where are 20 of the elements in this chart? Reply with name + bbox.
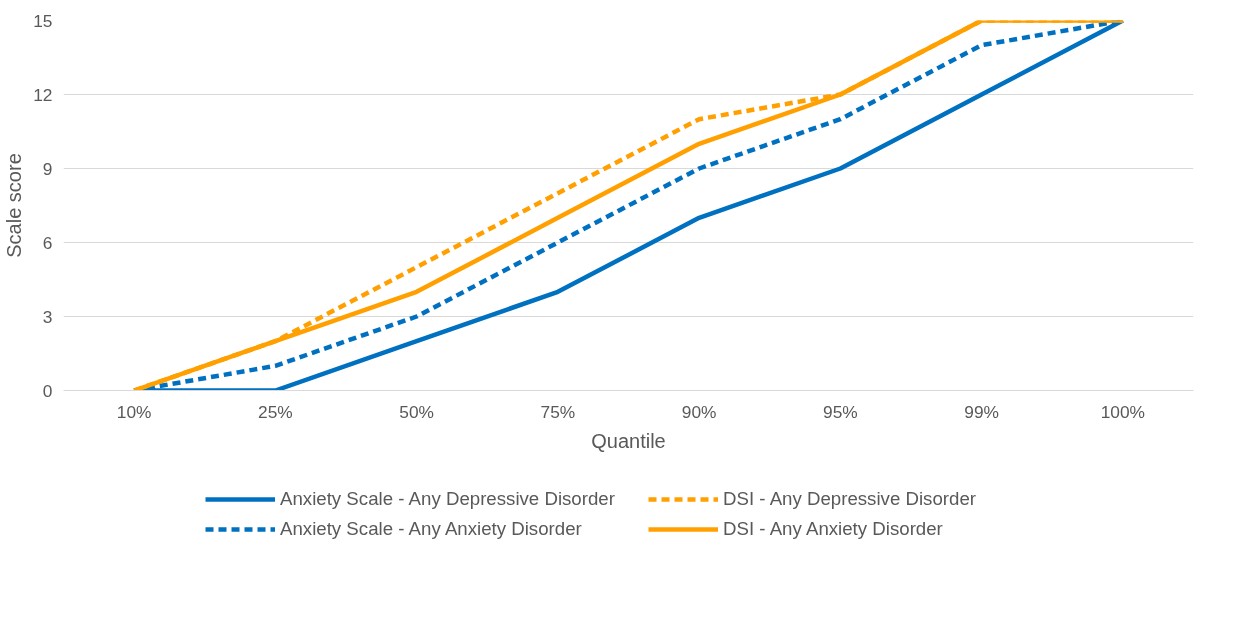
legend-label: Anxiety Scale - Any Anxiety Disorder <box>280 518 583 540</box>
legend-label: DSI - Any Anxiety Disorder <box>723 518 944 540</box>
y-tick-label: 6 <box>42 232 53 253</box>
legend-label: DSI - Any Depressive Disorder <box>723 488 977 510</box>
x-tick-label: 50% <box>399 401 434 422</box>
x-tick-label: 100% <box>1100 401 1146 422</box>
y-tick-label: 12 <box>33 84 53 105</box>
x-tick-label: 25% <box>258 401 293 422</box>
y-tick-label: 3 <box>42 306 53 327</box>
y-tick-label: 15 <box>33 10 53 31</box>
x-axis-title: Quantile <box>591 429 666 452</box>
y-axis-title: Scale score <box>3 153 26 258</box>
x-tick-label: 95% <box>823 401 858 422</box>
x-tick-label: 10% <box>116 401 152 422</box>
x-tick-label: 90% <box>681 401 717 422</box>
legend-label: Anxiety Scale - Any Depressive Disorder <box>280 488 616 510</box>
x-tick-label: 99% <box>964 401 999 422</box>
y-tick-label: 9 <box>42 158 53 179</box>
x-tick-label: 75% <box>540 401 576 422</box>
y-tick-label: 0 <box>42 380 53 401</box>
